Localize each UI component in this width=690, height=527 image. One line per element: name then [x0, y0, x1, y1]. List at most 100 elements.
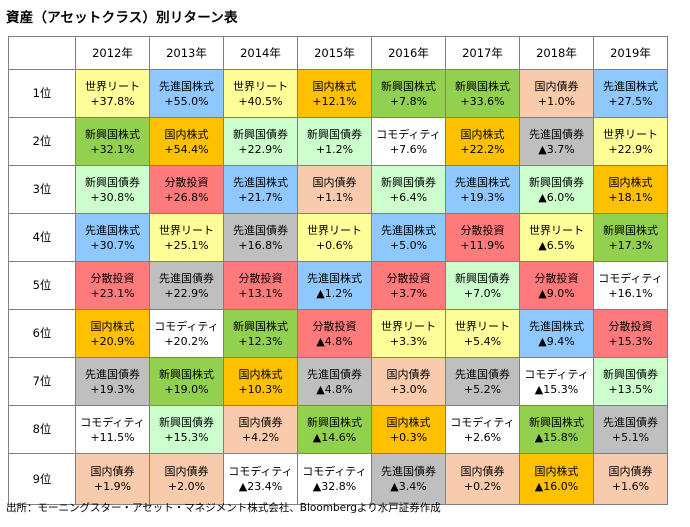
return-value: +33.6%: [460, 94, 505, 108]
return-value: +25.1%: [164, 238, 209, 252]
return-cell: 新興国株式 ▲15.8%: [519, 405, 594, 454]
return-value: +0.2%: [463, 480, 502, 493]
return-cell: 世界リート +0.6%: [297, 213, 372, 262]
return-value: ▲15.3%: [534, 382, 579, 396]
return-value: +19.3%: [460, 190, 505, 204]
asset-name: 新興国債券: [603, 367, 658, 381]
asset-name: コモディティ: [598, 271, 663, 285]
return-cell: 先進国債券 ▲3.7%: [519, 117, 594, 166]
asset-name: 国内株式: [608, 175, 653, 189]
return-value: +7.8%: [389, 94, 428, 108]
asset-name: 国内債券: [90, 465, 135, 478]
return-cell: 分散投資 +11.9%: [445, 213, 520, 262]
asset-name: 新興国債券: [455, 271, 510, 285]
return-value: +7.6%: [389, 142, 428, 156]
return-cell: コモディティ ▲15.3%: [519, 357, 594, 406]
return-value: +26.8%: [164, 190, 209, 204]
rank-label: 4位: [8, 213, 76, 262]
return-value: +3.7%: [389, 286, 428, 300]
rank-row: 2位 新興国株式 +32.1% 国内株式 +54.4% 新興国債券 +22.9% 新興国債券 +…: [8, 117, 668, 166]
return-value: +2.0%: [167, 480, 206, 493]
rank-row: 7位 先進国債券 +19.3% 新興国株式 +19.0% 国内株式 +10.3% 先進国債券 ▲…: [8, 357, 668, 406]
return-cell: 新興国債券 +13.5%: [593, 357, 668, 406]
return-cell: コモディティ +2.6%: [445, 405, 520, 454]
return-cell: 世界リート +37.8%: [75, 69, 150, 118]
return-cell: 先進国株式 +5.0%: [371, 213, 446, 262]
asset-name: 先進国株式: [159, 79, 214, 93]
return-cell: 国内株式 +0.3%: [371, 405, 446, 454]
asset-name: 先進国株式: [455, 175, 510, 189]
rank-row: 4位 先進国株式 +30.7% 世界リート +25.1% 先進国債券 +16.8% 世界リート…: [8, 213, 668, 262]
return-value: ▲23.4%: [238, 480, 283, 493]
rank-label: 8位: [8, 405, 76, 454]
return-value: ▲3.4%: [390, 480, 427, 493]
return-value: ▲4.8%: [316, 334, 353, 348]
asset-name: コモディティ: [228, 465, 293, 478]
asset-name: 分散投資: [386, 271, 431, 285]
asset-name: 先進国債券: [603, 415, 658, 429]
asset-name: 新興国債券: [233, 127, 288, 141]
year-header: 2017年: [445, 36, 520, 70]
return-value: +15.3%: [164, 430, 209, 444]
return-value: ▲6.0%: [538, 190, 575, 204]
return-cell: 先進国債券 +5.1%: [593, 405, 668, 454]
year-header: 2012年: [75, 36, 150, 70]
asset-name: 国内債券: [608, 465, 653, 478]
return-cell: 分散投資 ▲4.8%: [297, 309, 372, 358]
return-value: ▲9.4%: [538, 334, 575, 348]
return-cell: 先進国債券 +5.2%: [445, 357, 520, 406]
asset-name: 分散投資: [164, 175, 209, 189]
return-value: +3.3%: [389, 334, 428, 348]
return-value: +22.2%: [460, 142, 505, 156]
return-cell: 先進国債券 +22.9%: [149, 261, 224, 310]
return-cell: コモディティ ▲23.4%: [223, 453, 298, 505]
asset-name: 世界リート: [159, 223, 214, 237]
return-value: +22.9%: [608, 142, 653, 156]
return-value: +22.9%: [238, 142, 283, 156]
return-cell: 新興国債券 +15.3%: [149, 405, 224, 454]
asset-name: 先進国株式: [307, 271, 362, 285]
return-value: +5.1%: [611, 430, 650, 444]
return-cell: 先進国株式 ▲1.2%: [297, 261, 372, 310]
asset-name: 新興国債券: [529, 175, 584, 189]
return-cell: 先進国株式 +19.3%: [445, 165, 520, 214]
return-cell: 国内株式 +12.1%: [297, 69, 372, 118]
return-value: +2.6%: [463, 430, 502, 444]
asset-name: 国内株式: [386, 415, 431, 429]
return-cell: 先進国債券 ▲3.4%: [371, 453, 446, 505]
asset-name: 先進国債券: [233, 223, 288, 237]
return-cell: 先進国株式 +55.0%: [149, 69, 224, 118]
rank-label: 5位: [8, 261, 76, 310]
corner-cell: [8, 36, 76, 70]
asset-name: 国内株式: [534, 465, 579, 478]
asset-name: 国内債券: [534, 79, 579, 93]
rank-label: 1位: [8, 69, 76, 118]
rank-row: 3位 新興国債券 +30.8% 分散投資 +26.8% 先進国株式 +21.7% 国内債券 +1…: [8, 165, 668, 214]
asset-name: 国内株式: [238, 367, 283, 381]
return-value: +6.4%: [389, 190, 428, 204]
return-value: +20.9%: [90, 334, 135, 348]
return-value: +16.1%: [608, 286, 653, 300]
return-cell: 世界リート ▲6.5%: [519, 213, 594, 262]
asset-name: 世界リート: [603, 127, 658, 141]
rank-label: 2位: [8, 117, 76, 166]
return-value: +0.3%: [389, 430, 428, 444]
asset-name: 分散投資: [608, 319, 653, 333]
return-value: ▲4.8%: [316, 382, 353, 396]
asset-name: 新興国株式: [603, 223, 658, 237]
asset-name: 新興国債券: [85, 175, 140, 189]
return-cell: 新興国株式 +19.0%: [149, 357, 224, 406]
asset-name: 先進国債券: [529, 127, 584, 141]
return-cell: 新興国債券 +6.4%: [371, 165, 446, 214]
asset-name: 国内株式: [312, 79, 357, 93]
asset-name: 新興国株式: [381, 79, 436, 93]
return-value: +1.9%: [93, 480, 132, 493]
return-cell: 新興国債券 +1.2%: [297, 117, 372, 166]
return-value: +17.3%: [608, 238, 653, 252]
return-value: +20.2%: [164, 334, 209, 348]
return-value: +11.9%: [460, 238, 505, 252]
return-cell: 国内株式 ▲16.0%: [519, 453, 594, 505]
return-value: +27.5%: [608, 94, 653, 108]
asset-name: 国内債券: [312, 175, 357, 189]
asset-name: 新興国株式: [85, 127, 140, 141]
